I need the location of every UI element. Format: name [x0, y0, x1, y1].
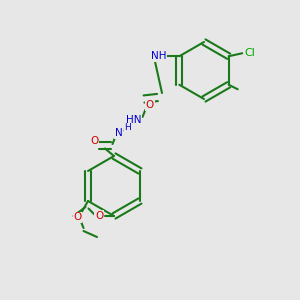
Text: Cl: Cl [244, 48, 255, 58]
Text: O: O [74, 212, 82, 223]
Text: O: O [90, 136, 99, 146]
Text: N: N [115, 128, 122, 139]
Text: HN: HN [126, 115, 141, 125]
Text: H: H [124, 123, 131, 132]
Text: NH: NH [151, 51, 166, 61]
Text: O: O [146, 100, 154, 110]
Text: O: O [95, 211, 103, 221]
